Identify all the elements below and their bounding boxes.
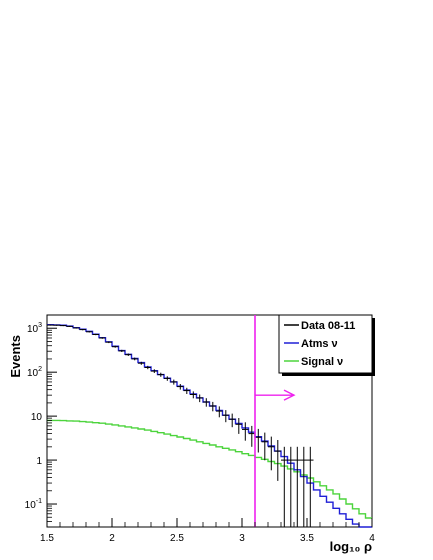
data-point xyxy=(274,440,281,481)
data-point xyxy=(216,406,223,418)
x-tick-label: 1.5 xyxy=(40,533,54,544)
data-point xyxy=(118,349,125,352)
data-point xyxy=(60,325,67,327)
y-tick-label: 102 xyxy=(27,366,42,379)
cut-arrow-head xyxy=(283,389,296,401)
data-point xyxy=(73,327,80,329)
data-point xyxy=(255,428,262,453)
y-tick-label: 103 xyxy=(27,322,42,335)
data-point xyxy=(53,324,60,326)
legend: Data 08-11 Atms ν Signal ν xyxy=(278,314,375,376)
data-point xyxy=(196,394,203,403)
data-point xyxy=(66,325,73,327)
data-point xyxy=(294,446,301,527)
data-point xyxy=(281,446,288,527)
legend-label-atms: Atms ν xyxy=(301,338,338,350)
data-point xyxy=(307,446,314,527)
legend-shadow-right xyxy=(372,318,375,376)
data-point xyxy=(209,401,216,412)
data-point xyxy=(190,391,197,399)
x-tick-label: 2.5 xyxy=(170,533,184,544)
data-point xyxy=(203,398,210,407)
x-axis-label: log₁₀ ρ xyxy=(330,539,372,554)
data-point xyxy=(92,333,99,336)
y-tick-label: 10 xyxy=(31,412,43,423)
y-axis-label: Events xyxy=(8,335,23,378)
data-point xyxy=(164,376,171,381)
legend-label-signal: Signal ν xyxy=(301,356,343,368)
series-layer xyxy=(47,324,372,528)
data-point xyxy=(170,379,177,385)
x-tick-label: 3.5 xyxy=(300,533,314,544)
x-tick-label: 4 xyxy=(369,533,375,544)
axes: 1.5 2 2.5 3 3.5 4 10-1 1 10 102 103 xyxy=(25,314,375,544)
data-point xyxy=(125,353,132,356)
data-point xyxy=(268,436,275,471)
legend-label-data: Data 08-11 xyxy=(301,320,355,332)
series-signal-line xyxy=(47,419,372,519)
data-point xyxy=(229,413,236,428)
data-point xyxy=(183,387,190,394)
legend-shadow-bottom xyxy=(282,373,375,376)
data-point xyxy=(144,365,151,370)
data-point xyxy=(248,425,255,447)
data-point xyxy=(47,324,54,326)
data-point xyxy=(222,410,229,423)
data-point xyxy=(157,372,164,377)
data-point xyxy=(287,446,294,527)
data-point xyxy=(242,422,249,441)
data-point xyxy=(138,361,145,365)
data-point xyxy=(131,357,138,361)
data-point xyxy=(112,345,119,348)
data-point xyxy=(261,432,268,461)
data-point xyxy=(99,337,106,339)
x-tick-label: 3 xyxy=(239,533,245,544)
data-point xyxy=(86,331,93,333)
y-tick-label: 1 xyxy=(36,456,42,467)
cut-layer xyxy=(254,315,296,527)
data-point xyxy=(105,341,112,344)
data-point xyxy=(177,384,184,390)
data-point xyxy=(151,369,158,373)
data-point xyxy=(300,446,307,527)
x-tick-label: 2 xyxy=(109,533,115,544)
data-point xyxy=(235,418,242,434)
data-point xyxy=(79,329,86,331)
y-tick-label: 10-1 xyxy=(25,498,42,511)
